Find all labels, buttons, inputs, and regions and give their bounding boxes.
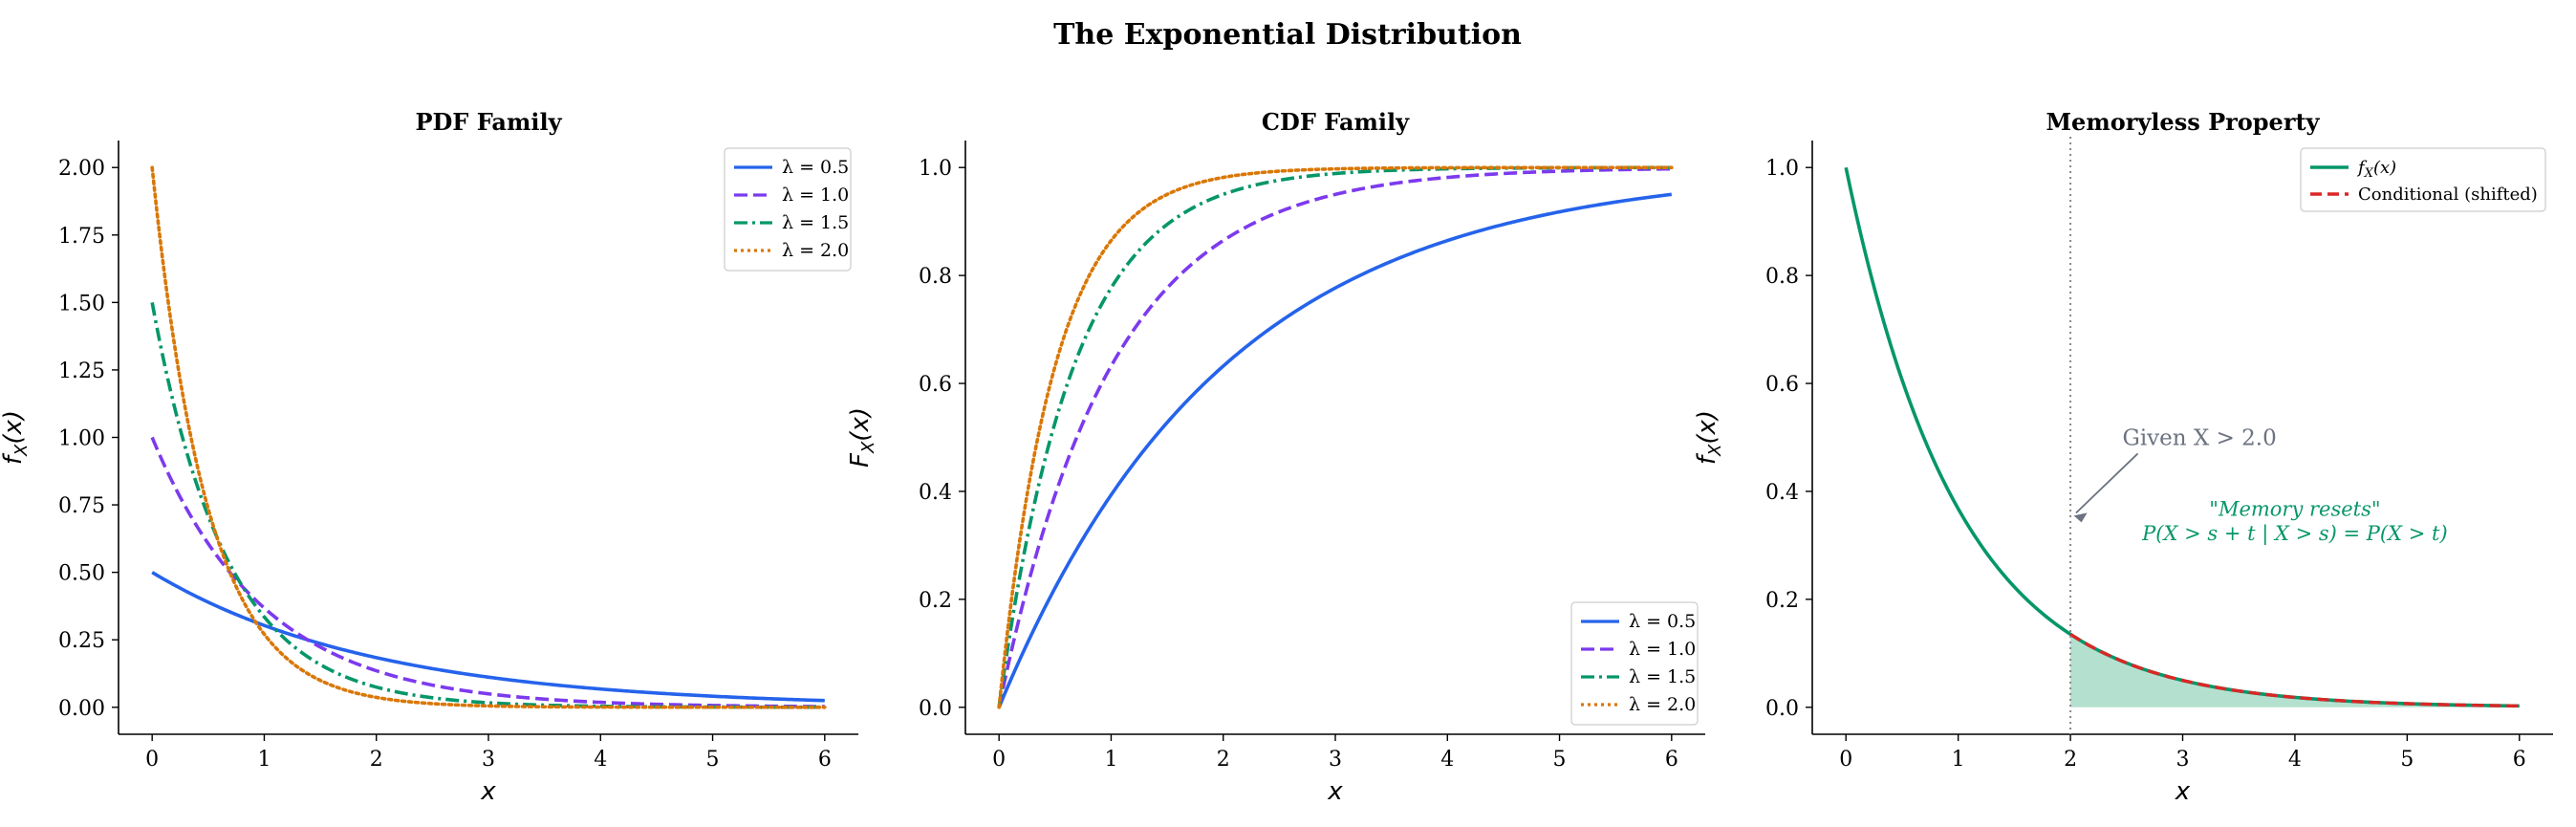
x-axis-label: x (1327, 777, 1343, 806)
figure-title: The Exponential Distribution (1053, 18, 1522, 52)
memory-resets-annotation: "Memory resets" (2209, 497, 2380, 520)
y-tick-label: 0.2 (919, 589, 952, 613)
pdf-family-panel: PDF Family 0 1 2 3 4 5 6 0.00 0.25 0.50 0.75 1.00 1.2… (0, 108, 858, 806)
y-tick-label: 1.0 (919, 157, 952, 181)
cdf-family-panel: CDF Family 0 1 2 3 4 5 6 0.0 0.2 0.4 0.6 0.8 1.0 x FX(x… (846, 108, 1705, 806)
series-line-lambda-3 (150, 302, 825, 709)
series-line-lambda-1 (997, 192, 1673, 708)
x-tick-label: 4 (2288, 748, 2302, 772)
y-tick-label: 0.4 (1765, 481, 1799, 505)
series-line-lambda-1 (151, 571, 825, 703)
legend-label-1: λ = 0.5 (782, 157, 849, 178)
x-tick-label: 4 (1440, 748, 1454, 772)
x-axis-label: x (480, 777, 496, 806)
series-line-lambda-2 (150, 436, 825, 708)
x-tick-label: 5 (2400, 748, 2414, 772)
y-tick-label: 1.75 (58, 225, 105, 249)
x-tick-label: 0 (992, 748, 1006, 772)
y-tick-label: 0.50 (58, 562, 105, 586)
legend-box (724, 147, 852, 272)
tail-shaded-area (2070, 634, 2520, 707)
y-tick-label: 0.0 (1765, 697, 1799, 721)
x-tick-label: 2 (1217, 748, 1230, 772)
y-tick-label: 1.25 (58, 359, 105, 383)
memoryless-panel: Memoryless Property 0 1 2 3 4 5 6 0.0 0.2 0.4 0.6 0.… (1693, 108, 2553, 806)
x-tick-label: 3 (1329, 748, 1342, 772)
memoryless-formula: P(X > s + t | X > s) = P(X > t) (2141, 522, 2447, 546)
series-line-lambda-4 (150, 165, 827, 709)
panel-title: Memoryless Property (2046, 108, 2320, 136)
x-tick-label: 5 (1553, 748, 1567, 772)
x-tick-label: 2 (370, 748, 383, 772)
legend-label-conditional: Conditional (shifted) (2358, 185, 2538, 205)
x-tick-label: 1 (1952, 748, 1965, 772)
y-tick-label: 0.25 (58, 629, 105, 653)
y-tick-label: 0.4 (919, 481, 952, 505)
y-tick-label: 0.6 (919, 373, 952, 397)
y-tick-label: 0.75 (58, 494, 105, 518)
x-tick-label: 6 (2513, 748, 2526, 772)
x-tick-label: 6 (818, 748, 832, 772)
x-tick-label: 4 (594, 748, 607, 772)
y-tick-label: 1.50 (58, 292, 105, 316)
annotation-arrowhead (2073, 512, 2088, 523)
legend-label-3: λ = 1.5 (782, 212, 849, 233)
y-tick-label: 0.6 (1765, 373, 1799, 397)
legend-box (1570, 601, 1699, 726)
y-tick-label: 2.00 (58, 157, 105, 181)
y-tick-label: 0.8 (919, 265, 952, 289)
conditional-curve (2069, 632, 2520, 708)
x-tick-label: 3 (482, 748, 495, 772)
legend-label-1: λ = 0.5 (1629, 611, 1696, 632)
x-tick-label: 6 (1665, 748, 1678, 772)
panel-title: PDF Family (415, 108, 562, 136)
y-axis-label: fX(x) (0, 410, 32, 465)
x-tick-label: 1 (257, 748, 271, 772)
x-tick-label: 0 (145, 748, 159, 772)
legend-label-2: λ = 1.0 (1629, 639, 1696, 660)
series-line-lambda-4 (997, 165, 1674, 709)
x-tick-label: 1 (1104, 748, 1117, 772)
x-tick-label: 2 (2064, 748, 2077, 772)
series-line-lambda-2 (997, 166, 1672, 708)
annotation-arrow (2075, 452, 2139, 514)
y-tick-label: 0.2 (1765, 589, 1799, 613)
y-axis-label: FX(x) (846, 407, 878, 468)
x-axis-label: x (2175, 777, 2191, 806)
given-annotation: Given X > 2.0 (2122, 426, 2276, 451)
y-tick-label: 1.0 (1765, 157, 1799, 181)
y-tick-label: 0.0 (919, 697, 952, 721)
y-tick-label: 0.00 (58, 697, 105, 721)
series-line-lambda-3 (997, 165, 1672, 708)
x-tick-label: 0 (1839, 748, 1852, 772)
y-tick-label: 1.00 (58, 427, 105, 451)
legend-label-4: λ = 2.0 (782, 240, 849, 261)
panel-title: CDF Family (1262, 108, 1410, 136)
y-tick-label: 0.8 (1765, 265, 1799, 289)
legend-box (2300, 147, 2546, 212)
x-tick-label: 3 (2176, 748, 2190, 772)
legend-label-4: λ = 2.0 (1629, 694, 1696, 715)
legend-label-2: λ = 1.0 (782, 185, 849, 206)
y-axis-label: fX(x) (1693, 410, 1725, 465)
legend-label-3: λ = 1.5 (1629, 666, 1696, 687)
x-tick-label: 5 (706, 748, 720, 772)
legend-label-pdf: fX(x) (2356, 158, 2396, 181)
